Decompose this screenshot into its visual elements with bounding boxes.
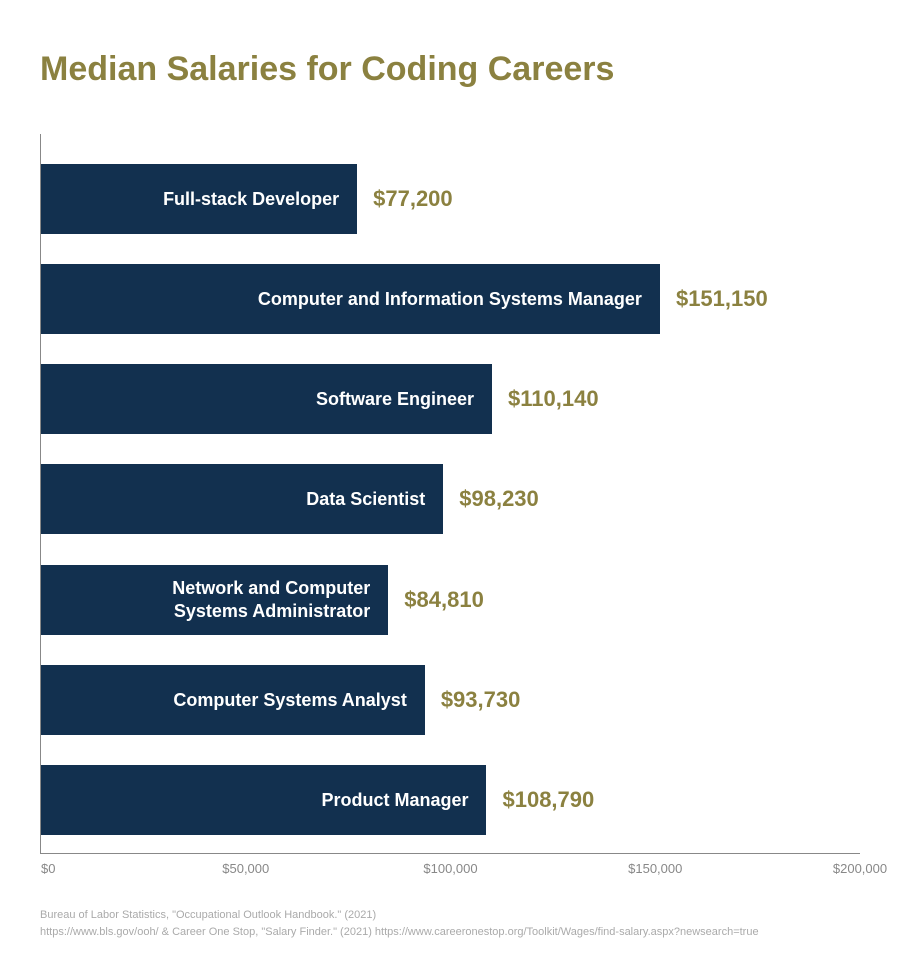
bar-label: Computer Systems Analyst (173, 689, 406, 712)
bar-value-label: $93,730 (441, 687, 521, 713)
bar: Product Manager (41, 765, 486, 835)
source-line-2: https://www.bls.gov/ooh/ & Career One St… (40, 924, 759, 941)
x-axis-tick: $0 (41, 861, 55, 876)
bar-value-label: $98,230 (459, 486, 539, 512)
source-line-1: Bureau of Labor Statistics, "Occupationa… (40, 907, 759, 924)
bar: Software Engineer (41, 364, 492, 434)
bar-label: Full-stack Developer (163, 188, 339, 211)
bar-value-label: $110,140 (508, 386, 599, 412)
bar-label: Network and Computer Systems Administrat… (172, 577, 370, 622)
bar-value-label: $84,810 (404, 587, 484, 613)
bar-value-label: $77,200 (373, 186, 453, 212)
x-axis-tick: $200,000 (833, 861, 887, 876)
bar-label: Software Engineer (316, 388, 474, 411)
source-citation: Bureau of Labor Statistics, "Occupationa… (40, 907, 759, 940)
bar-row: Full-stack Developer $77,200 (41, 164, 860, 234)
x-axis-tick: $150,000 (628, 861, 682, 876)
bar-label: Data Scientist (306, 488, 425, 511)
x-axis-tick: $100,000 (423, 861, 477, 876)
bar-row: Product Manager $108,790 (41, 765, 860, 835)
chart-title: Median Salaries for Coding Careers (40, 50, 860, 89)
bar: Network and Computer Systems Administrat… (41, 565, 388, 635)
bar: Data Scientist (41, 464, 443, 534)
bar-value-label: $108,790 (502, 787, 594, 813)
bar-row: Computer Systems Analyst $93,730 (41, 665, 860, 735)
bar-row: Data Scientist $98,230 (41, 464, 860, 534)
bar-row: Computer and Information Systems Manager… (41, 264, 860, 334)
x-axis-tick: $50,000 (222, 861, 269, 876)
bar-value-label: $151,150 (676, 286, 768, 312)
bar: Full-stack Developer (41, 164, 357, 234)
bars-container: Full-stack Developer $77,200 Computer and … (41, 164, 860, 853)
bar-label: Product Manager (321, 789, 468, 812)
x-axis: $0$50,000$100,000$150,000$200,000 (41, 861, 860, 881)
bar: Computer Systems Analyst (41, 665, 425, 735)
bar-row: Network and Computer Systems Administrat… (41, 565, 860, 635)
bar: Computer and Information Systems Manager (41, 264, 660, 334)
bar-row: Software Engineer $110,140 (41, 364, 860, 434)
chart-area: Full-stack Developer $77,200 Computer and … (40, 134, 860, 854)
bar-label: Computer and Information Systems Manager (258, 288, 642, 311)
